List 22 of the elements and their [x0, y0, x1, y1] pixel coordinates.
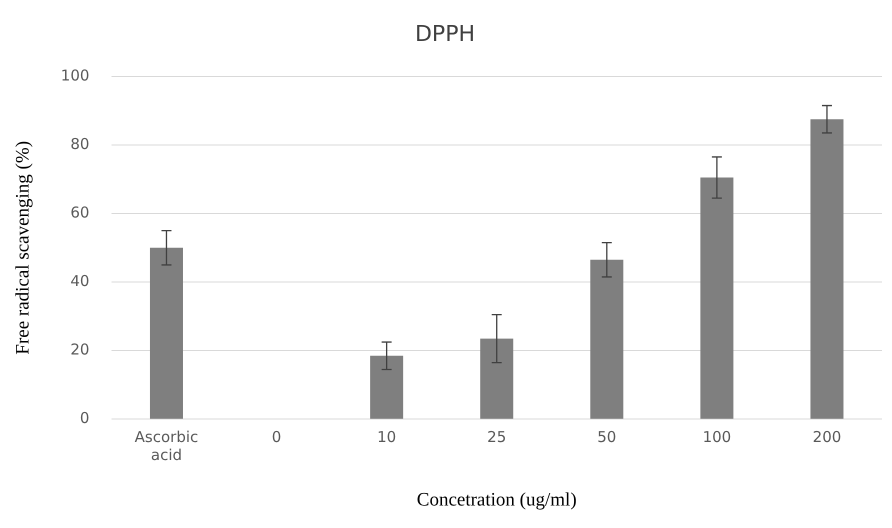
x-axis-title: Concetration (ug/ml)	[416, 490, 577, 511]
y-tick-label: 20	[70, 340, 90, 359]
x-tick-label: Ascorbic acid	[134, 428, 198, 464]
bar	[150, 248, 183, 419]
x-tick-label: 10	[377, 428, 396, 446]
y-axis-title: Free radical scavenging (%)	[12, 140, 34, 355]
y-tick-label: 0	[80, 409, 90, 428]
x-tick-label: 0	[272, 428, 282, 446]
bar	[480, 338, 514, 419]
chart-title: DPPH	[414, 22, 476, 47]
bar	[590, 260, 624, 419]
y-tick-label: 60	[70, 203, 90, 222]
bar	[370, 356, 404, 419]
y-tick-label: 40	[70, 272, 90, 290]
x-tick-label: 50	[597, 428, 616, 446]
bar	[810, 119, 844, 419]
bar	[700, 178, 734, 419]
y-tick-label: 100	[60, 66, 90, 84]
x-tick-label: 100	[702, 428, 732, 446]
y-tick-label: 80	[70, 134, 90, 153]
x-tick-label: 200	[812, 428, 842, 446]
x-tick-label: 25	[487, 428, 506, 446]
